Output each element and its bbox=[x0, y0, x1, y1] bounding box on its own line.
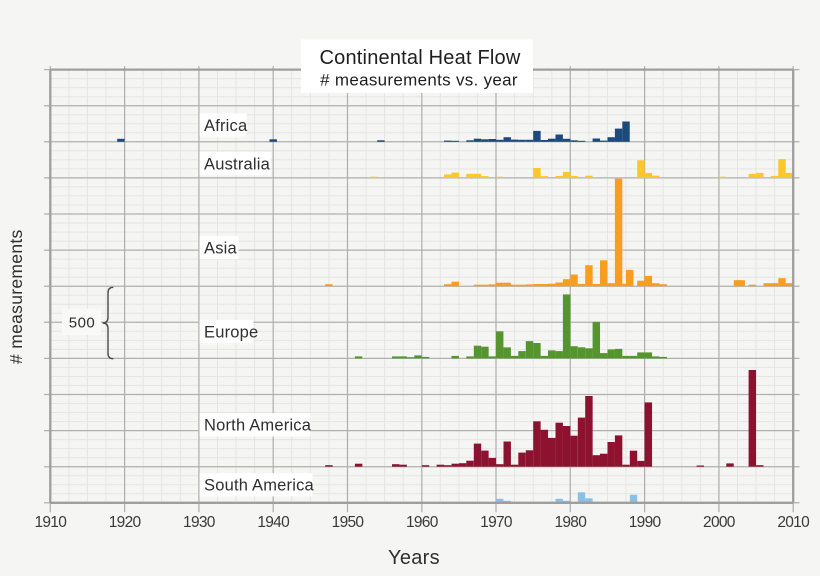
svg-text:1990: 1990 bbox=[629, 514, 662, 531]
svg-text:500: 500 bbox=[69, 314, 96, 331]
svg-text:1910: 1910 bbox=[34, 514, 67, 531]
svg-text:Years: Years bbox=[388, 547, 440, 569]
svg-text:1940: 1940 bbox=[257, 514, 290, 531]
svg-text:North America: North America bbox=[204, 417, 312, 435]
svg-text:1920: 1920 bbox=[109, 514, 142, 531]
svg-text:South America: South America bbox=[204, 477, 315, 495]
svg-text:1930: 1930 bbox=[183, 514, 216, 531]
svg-text:1980: 1980 bbox=[554, 514, 587, 531]
svg-text:2010: 2010 bbox=[777, 514, 810, 531]
svg-text:# measurements: # measurements bbox=[6, 229, 26, 364]
svg-text:1950: 1950 bbox=[332, 514, 365, 531]
svg-text:Asia: Asia bbox=[204, 239, 238, 257]
svg-text:1960: 1960 bbox=[406, 514, 439, 531]
svg-text:Europe: Europe bbox=[204, 323, 258, 341]
svg-text:1970: 1970 bbox=[480, 514, 513, 531]
svg-text:Africa: Africa bbox=[204, 117, 248, 135]
svg-text:Continental Heat Flow: Continental Heat Flow bbox=[320, 47, 521, 69]
svg-text:Australia: Australia bbox=[204, 155, 271, 173]
svg-text:2000: 2000 bbox=[703, 514, 736, 531]
svg-text:# measurements vs. year: # measurements vs. year bbox=[320, 71, 518, 90]
